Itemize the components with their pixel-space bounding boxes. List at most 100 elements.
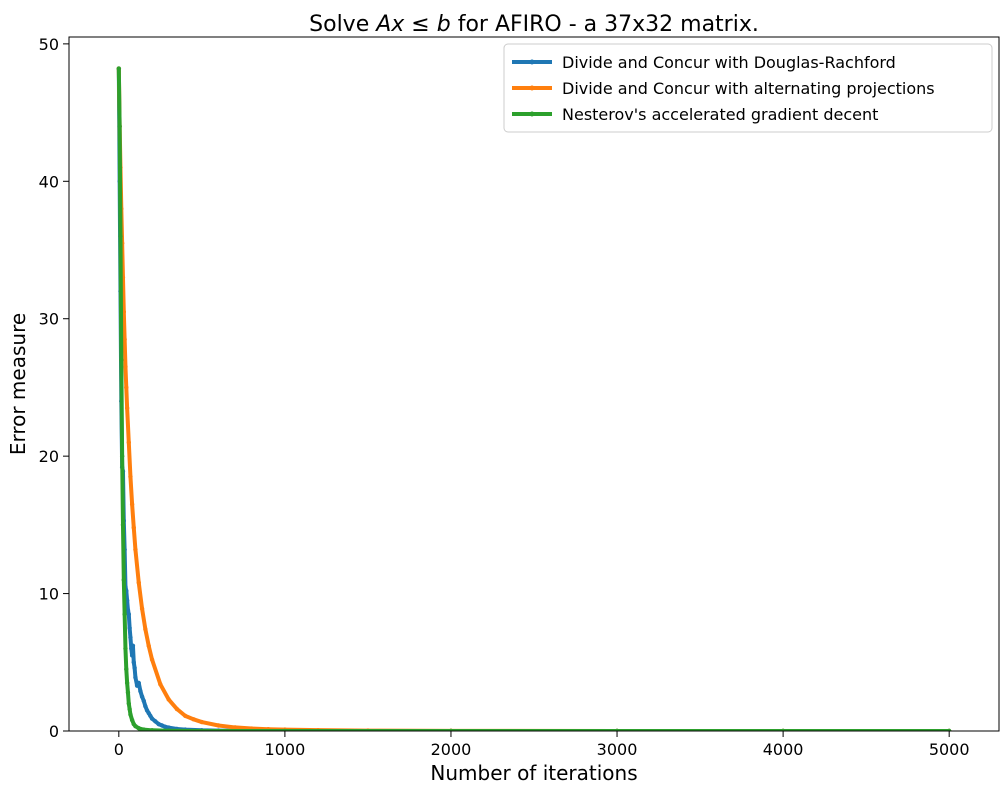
data-point (199, 728, 205, 731)
series-layer (116, 66, 952, 731)
data-point (158, 682, 163, 687)
data-point (163, 724, 168, 730)
data-point (146, 643, 151, 648)
data-point (139, 606, 145, 611)
data-point (183, 713, 188, 719)
data-point (127, 625, 132, 631)
data-point (166, 725, 171, 730)
title-math-op: ≤ (404, 12, 436, 37)
data-point (149, 657, 155, 662)
data-point (133, 547, 138, 552)
title-math-a: Ax (374, 12, 405, 37)
data-point (149, 728, 155, 731)
data-point (166, 728, 171, 731)
data-point (129, 502, 135, 507)
data-point (156, 721, 161, 727)
data-point (614, 728, 620, 731)
title-math-b: b (437, 12, 451, 37)
data-point (143, 704, 148, 709)
legend: Divide and Concur with Douglas-Rachford D… (503, 43, 993, 133)
data-point (118, 234, 123, 239)
plot-frame (68, 36, 1000, 732)
data-point (119, 453, 125, 459)
y-tick-label: 30 (39, 310, 59, 329)
x-tick-label: 2000 (431, 740, 472, 759)
data-point (199, 719, 205, 725)
x-tick-label: 4000 (763, 740, 804, 759)
data-point (122, 611, 127, 617)
series-line-2 (116, 66, 952, 731)
data-point (216, 723, 221, 728)
data-point (780, 728, 786, 731)
y-tick-label: 20 (39, 447, 59, 466)
data-point (141, 727, 146, 731)
data-point (127, 706, 132, 712)
data-point (282, 728, 288, 731)
legend-entries: Divide and Concur with Douglas-Rachford D… (512, 53, 935, 124)
data-point (136, 726, 141, 731)
data-point (141, 698, 146, 703)
data-point (153, 719, 158, 724)
y-tick-label: 50 (39, 35, 59, 54)
y-tick-label: 10 (39, 585, 59, 604)
legend-marker-2 (529, 111, 535, 117)
title-suffix: for AFIRO - a 37x32 matrix. (451, 12, 759, 37)
data-point (131, 660, 136, 665)
legend-box (503, 43, 993, 133)
data-point (124, 385, 129, 390)
data-point (133, 723, 138, 729)
data-point (131, 525, 136, 530)
data-point (124, 405, 130, 411)
data-point (123, 364, 128, 370)
data-point (138, 688, 143, 694)
data-point (129, 717, 135, 723)
data-point (128, 712, 133, 717)
legend-marker-1 (529, 85, 535, 91)
data-point (139, 694, 145, 699)
data-point (124, 680, 130, 686)
x-tick-label: 0 (114, 740, 124, 759)
x-tick-label: 1000 (265, 740, 306, 759)
data-point (191, 717, 196, 722)
y-tick-label: 0 (49, 722, 59, 741)
data-point (123, 646, 128, 651)
data-point (124, 666, 129, 672)
data-point (126, 611, 131, 617)
data-point (130, 643, 136, 648)
data-point (136, 680, 141, 686)
x-tick-label: 5000 (929, 740, 970, 759)
data-point (121, 577, 127, 583)
plot-area (68, 36, 1000, 732)
data-point (132, 665, 137, 670)
y-tick-label: 40 (39, 172, 59, 191)
legend-label-1: Divide and Concur with alternating proje… (562, 79, 935, 98)
data-point (122, 337, 127, 342)
x-axis-label: Number of iterations (430, 761, 637, 785)
legend-label-2: Nesterov's accelerated gradient decent (562, 105, 878, 124)
data-point (116, 66, 122, 71)
data-point (159, 723, 165, 728)
legend-label-0: Divide and Concur with Douglas-Rachford (562, 53, 896, 72)
data-point (174, 706, 180, 712)
data-point (133, 675, 138, 680)
data-point (232, 725, 238, 730)
data-point (128, 635, 133, 640)
y-axis-label: Error measure (6, 313, 30, 455)
series-group-2 (116, 66, 952, 731)
data-point (136, 580, 141, 585)
x-axis: 0 1000 2000 3000 4000 5000 (114, 731, 970, 759)
data-point (143, 627, 148, 632)
data-point (126, 701, 131, 706)
legend-marker-0 (529, 59, 535, 65)
data-point (125, 690, 131, 695)
data-point (128, 474, 133, 479)
data-point (149, 716, 155, 721)
y-axis: 0 10 20 30 40 50 (39, 35, 69, 741)
title-prefix: Solve (309, 12, 376, 37)
data-point (166, 697, 171, 702)
data-point (448, 728, 454, 731)
x-tick-label: 3000 (597, 740, 638, 759)
chart-title: Solve Ax ≤ b for AFIRO - a 37x32 matrix. (309, 12, 759, 37)
data-point (129, 653, 135, 658)
